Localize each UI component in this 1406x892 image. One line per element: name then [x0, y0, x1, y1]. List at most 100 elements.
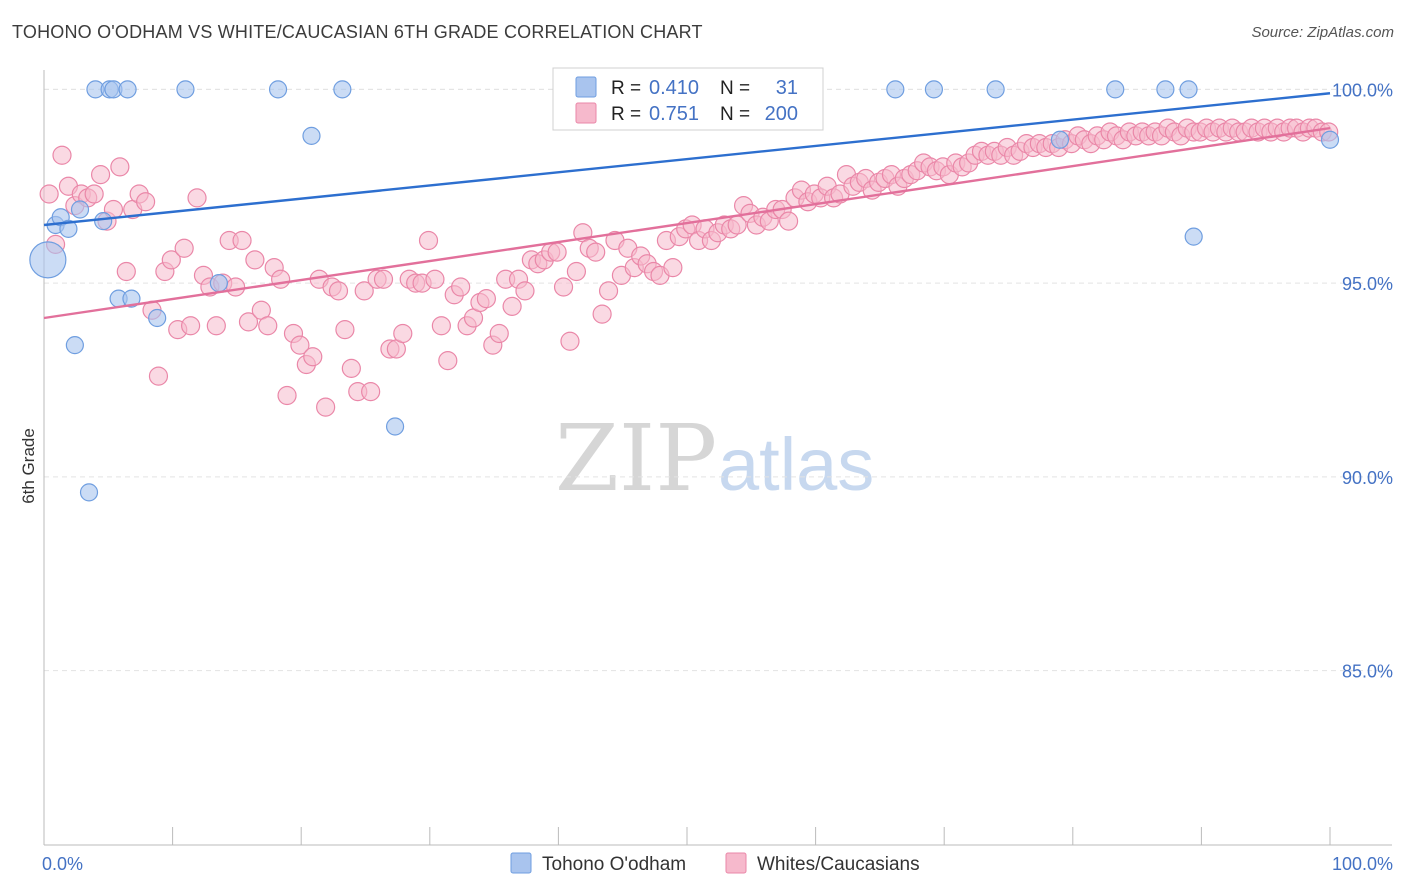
bottom-legend: Tohono O'odham Whites/Caucasians — [510, 852, 920, 875]
tohono-oodham-point — [176, 80, 195, 99]
tohono-oodham-point — [1320, 130, 1340, 149]
whites-caucasians-point — [489, 323, 509, 344]
whites-caucasians-point — [354, 281, 374, 301]
whites-caucasians-point — [393, 323, 413, 344]
x-tick-labels: 0.0% 100.0% — [42, 854, 1393, 874]
tohono-oodham-point — [1050, 130, 1070, 149]
tohono-oodham-point — [79, 483, 99, 502]
whites-caucasians-point — [476, 289, 496, 309]
gridlines — [44, 88, 1392, 672]
stats-n-label-1: N = — [720, 78, 750, 99]
tohono-oodham-point — [122, 289, 141, 308]
whites-caucasians-point — [187, 188, 207, 208]
whites-caucasians-point — [116, 261, 136, 282]
whites-caucasians-point — [592, 304, 612, 324]
tohono-oodham-point — [1106, 80, 1125, 99]
whites-caucasians-point — [52, 145, 72, 165]
whites-caucasians-point — [277, 385, 297, 406]
tohono-oodham-point — [70, 200, 90, 219]
whites-caucasians-point — [110, 157, 130, 177]
y-tick-label: 95.0% — [1342, 274, 1393, 294]
whites-caucasians-point — [271, 269, 291, 289]
whites-caucasians-point — [502, 296, 522, 316]
whites-caucasians-point — [90, 165, 111, 185]
whites-caucasians-point — [431, 316, 451, 336]
whites-caucasians-point — [84, 184, 104, 204]
stats-n-label-2: N = — [720, 104, 750, 125]
whites-caucasians-point — [451, 277, 471, 297]
whites-caucasians-point — [161, 250, 181, 270]
watermark-atlas: atlas — [718, 423, 874, 506]
whites-caucasians-point — [553, 277, 574, 297]
whites-caucasians-point — [238, 312, 259, 332]
x-tick-label-max: 100.0% — [1332, 854, 1393, 874]
whites-caucasians-point — [547, 242, 567, 262]
tohono-oodham-point — [59, 219, 78, 238]
whites-caucasians-point — [566, 261, 587, 282]
stats-legend-box — [552, 67, 824, 131]
source-credit: Source: ZipAtlas.com — [1251, 24, 1394, 41]
tohono-oodham-point — [924, 80, 944, 99]
whites-caucasians-point — [245, 250, 265, 270]
whites-caucasians-point — [663, 258, 683, 278]
whites-caucasians-point — [290, 335, 310, 355]
y-tick-label: 90.0% — [1342, 468, 1393, 488]
tohono-oodham-point — [886, 80, 905, 99]
whites-caucasians-point — [778, 211, 799, 231]
tohono-oodham-point — [118, 80, 137, 99]
whites-caucasians-point — [341, 358, 361, 378]
stats-legend-swatch-pink — [575, 102, 597, 124]
stats-legend-swatch-blue — [575, 76, 597, 98]
whites-caucasians-point — [361, 382, 381, 402]
whites-caucasians-point — [258, 316, 278, 336]
tohono-oodham-point — [986, 80, 1005, 99]
whites-caucasians-point — [232, 230, 252, 251]
x-tick-label-min: 0.0% — [42, 854, 83, 874]
whites-caucasians-point — [316, 397, 336, 417]
whites-caucasians-point — [373, 269, 394, 289]
y-tick-label: 85.0% — [1342, 662, 1393, 682]
tohono-oodham-trendline — [43, 92, 1331, 227]
whites-caucasians-point — [515, 281, 535, 301]
legend-label-whites-caucasians: Whites/Caucasians — [757, 854, 920, 875]
tohono-oodham-point — [333, 80, 352, 99]
whites-caucasians-point — [226, 277, 246, 297]
whites-caucasians-point — [303, 347, 323, 367]
watermark: ZIP atlas — [555, 405, 874, 512]
whites-caucasians-point — [335, 320, 355, 340]
whites-caucasians-point — [438, 351, 458, 371]
tohono-oodham-point — [209, 274, 228, 293]
y-tick-labels: 85.0% 90.0% 95.0% 100.0% — [1332, 80, 1393, 681]
stats-n-value-1: 31 — [776, 77, 798, 99]
whites-caucasians-point — [206, 316, 226, 336]
tohono-oodham-point — [94, 212, 113, 231]
y-axis-title: 6th Grade — [19, 428, 38, 504]
tohono-oodham-point — [385, 417, 405, 436]
whites-caucasians-point — [328, 281, 349, 301]
whites-caucasians-point — [418, 230, 439, 251]
tohono-oodham-point — [148, 308, 167, 328]
stats-r-value-2: 0.751 — [649, 103, 699, 125]
tohono-oodham-point — [29, 241, 67, 279]
whites-caucasians-point — [181, 316, 201, 336]
tohono-oodham-point — [302, 126, 321, 145]
whites-caucasians-point — [39, 184, 59, 204]
tohono-oodham-points — [29, 80, 1340, 502]
whites-caucasians-points — [39, 118, 1339, 417]
stats-r-value-1: 0.410 — [649, 77, 699, 99]
whites-caucasians-point — [425, 269, 445, 289]
trendlines — [43, 92, 1331, 320]
whites-caucasians-point — [586, 242, 606, 262]
whites-caucasians-point — [148, 366, 169, 386]
legend-label-tohono-oodham: Tohono O'odham — [542, 854, 686, 875]
whites-caucasians-point — [135, 192, 156, 212]
tohono-oodham-point — [268, 80, 288, 99]
stats-legend: R = 0.410 N = 31 R = 0.751 N = 200 — [552, 67, 824, 131]
y-tick-label: 100.0% — [1332, 80, 1393, 100]
whites-caucasians-point — [598, 281, 619, 301]
tohono-oodham-point — [1179, 80, 1198, 99]
whites-caucasians-point — [560, 331, 580, 351]
stats-r-label-1: R = — [611, 78, 641, 99]
legend-swatch-whites-caucasians — [725, 852, 747, 874]
